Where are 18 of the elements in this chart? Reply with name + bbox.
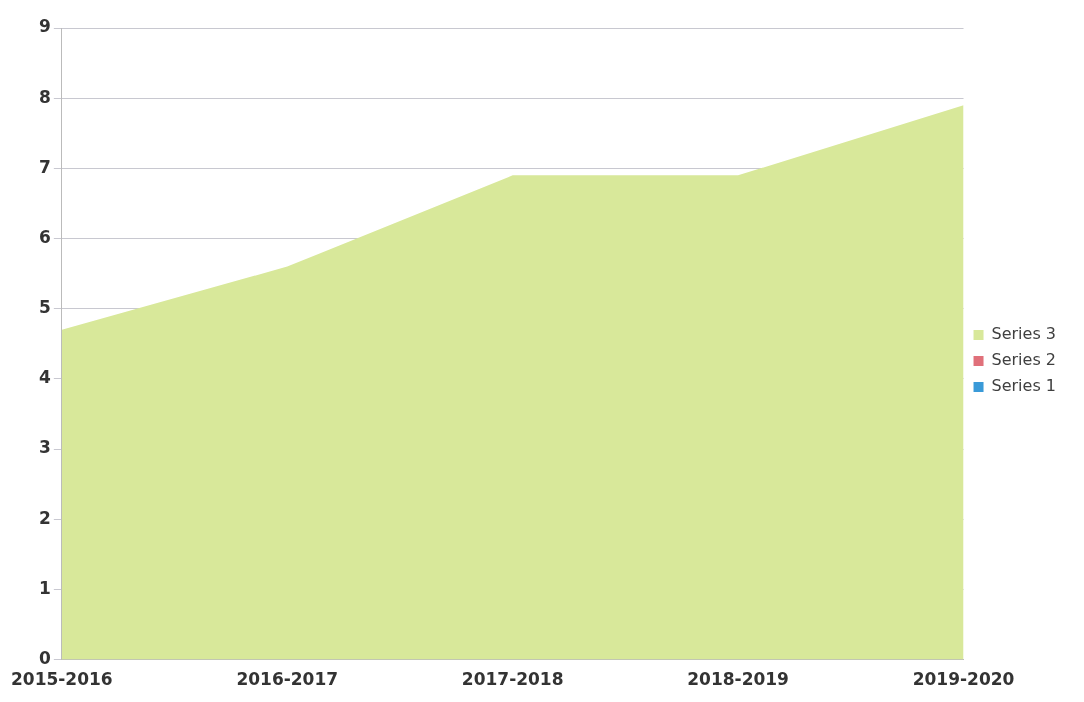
y-tick-label: 8 (39, 86, 51, 107)
y-tick-label: 1 (39, 577, 51, 598)
y-tick-label: 2 (39, 507, 51, 528)
y-tick-label: 9 (39, 16, 51, 37)
x-tick-label: 2015-2016 (11, 669, 113, 690)
y-tick-label: 0 (39, 648, 51, 669)
x-tick-label: 2017-2018 (461, 669, 564, 690)
y-tick-label: 6 (39, 226, 51, 247)
legend-label: Series 3 (991, 324, 1056, 344)
legend-label: Series 1 (991, 376, 1056, 396)
x-tick-label: 2018-2019 (687, 669, 789, 690)
x-tick-label: 2019-2020 (912, 669, 1015, 690)
legend-label: Series 2 (991, 350, 1056, 370)
y-tick-label: 5 (39, 297, 51, 318)
y-tick-label: 3 (39, 437, 51, 458)
x-tick-label: 2016-2017 (236, 669, 339, 690)
y-tick-label: 4 (39, 367, 51, 388)
y-tick-label: 7 (39, 156, 51, 177)
